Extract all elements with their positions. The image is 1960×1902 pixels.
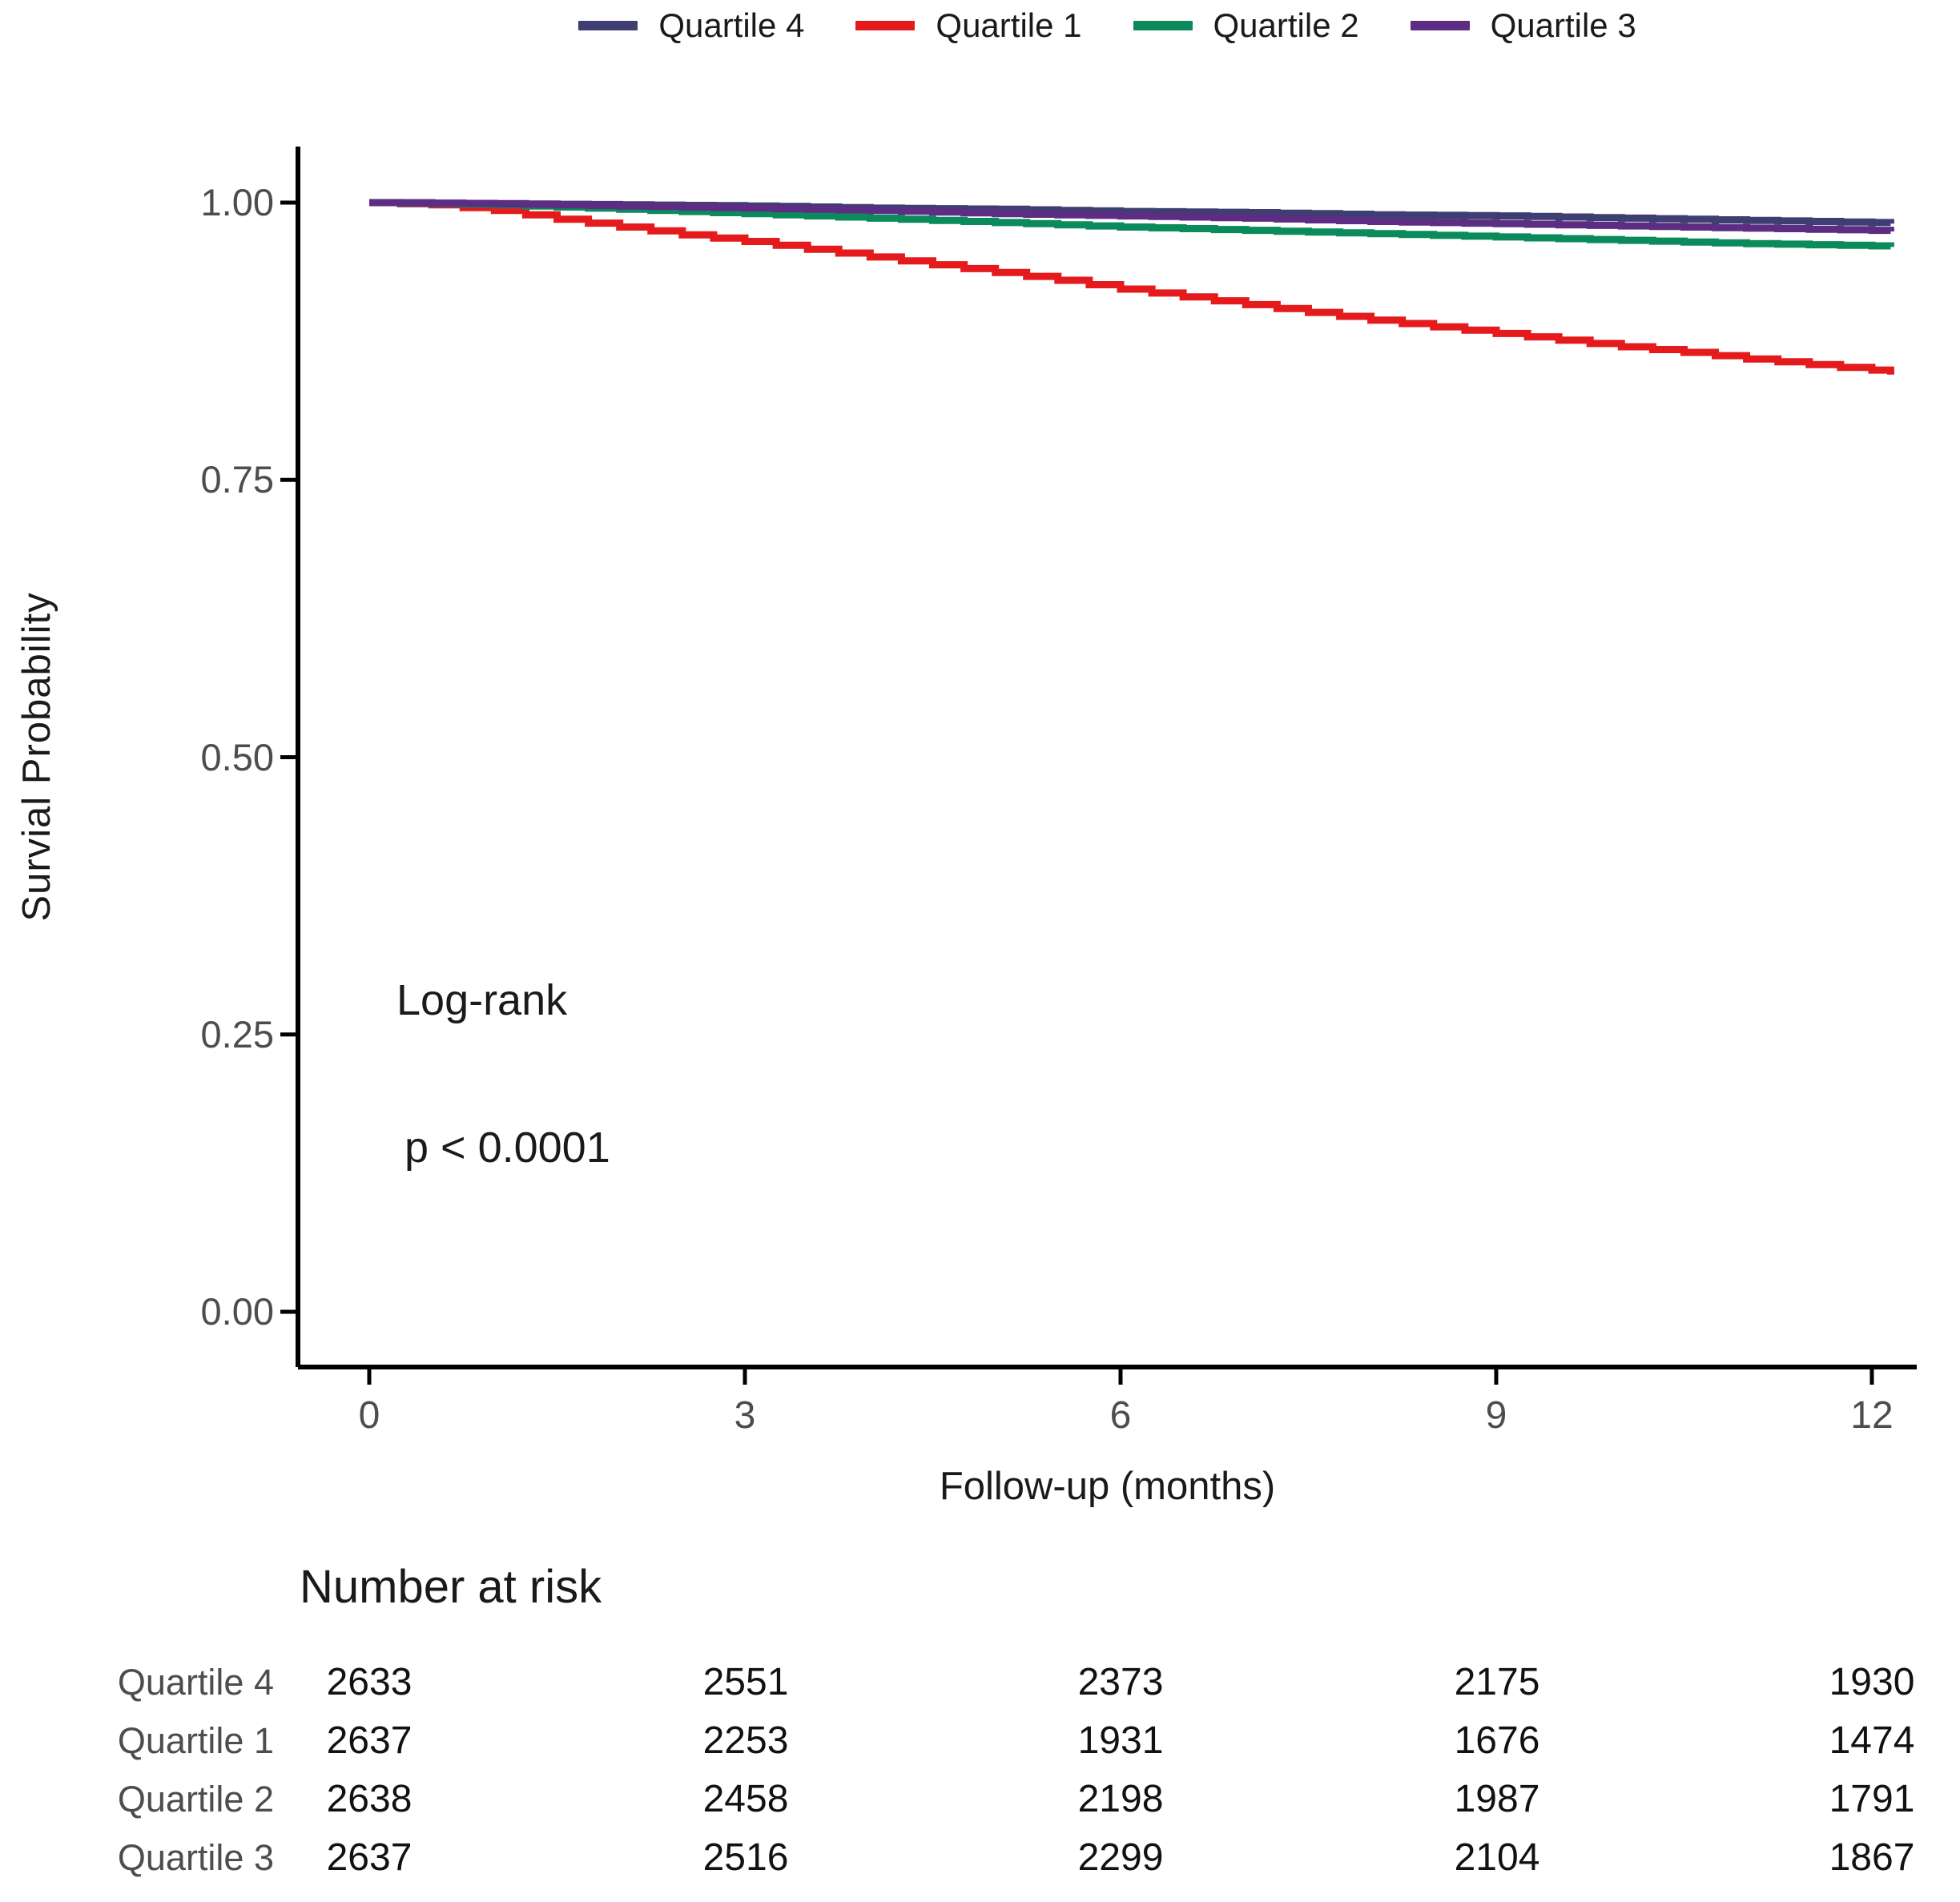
legend-key-line [855, 21, 916, 30]
risk-count-cell: 1931 [1077, 1719, 1164, 1762]
risk-count-cell: 1867 [1829, 1836, 1915, 1879]
risk-count-cell: 2637 [326, 1836, 413, 1879]
risk-count-cell: 1930 [1829, 1661, 1915, 1703]
survival-curve-quartile-1 [369, 199, 1894, 375]
risk-row-label: Quartile 1 [117, 1720, 274, 1761]
risk-count-cell: 2551 [702, 1661, 789, 1703]
y-tick-label: 0.00 [200, 1290, 274, 1333]
risk-count-cell: 2633 [326, 1661, 413, 1703]
y-tick-label: 0.75 [200, 458, 274, 501]
x-tick-label: 0 [358, 1394, 380, 1437]
legend-item: Quartile 4 [578, 6, 804, 45]
risk-row-label: Quartile 2 [117, 1779, 274, 1820]
legend-key-line [1410, 21, 1470, 30]
risk-count-cell: 1987 [1454, 1778, 1540, 1820]
risk-count-cell: 2253 [702, 1719, 789, 1762]
chart-legend: Quartile 4 Quartile 1 Quartile 2 Quartile 3 [298, 6, 1917, 45]
risk-count-cell: 2104 [1454, 1836, 1540, 1879]
pvalue-annotation: p < 0.0001 [404, 1124, 610, 1172]
x-tick-label: 6 [1109, 1394, 1132, 1437]
risk-count-cell: 1791 [1829, 1778, 1915, 1820]
risk-count-cell: 2458 [702, 1778, 789, 1820]
legend-label: Quartile 2 [1213, 6, 1359, 44]
risk-count-cell: 1676 [1454, 1719, 1540, 1762]
legend-key-line [578, 21, 638, 30]
risk-count-cell: 2516 [702, 1836, 789, 1879]
legend-item: Quartile 2 [1133, 6, 1359, 45]
legend-label: Quartile 3 [1490, 6, 1636, 44]
risk-row-label: Quartile 4 [117, 1662, 274, 1703]
risk-count-cell: 2299 [1077, 1836, 1164, 1879]
risk-row-label: Quartile 3 [117, 1837, 274, 1878]
risk-count-cell: 2175 [1454, 1661, 1540, 1703]
x-tick-label: 9 [1485, 1394, 1507, 1437]
x-tick-label: 12 [1850, 1394, 1894, 1437]
y-tick-label: 0.25 [200, 1012, 274, 1056]
risk-table-heading: Number at risk [300, 1561, 602, 1613]
risk-count-cell: 2373 [1077, 1661, 1164, 1703]
legend-label: Quartile 1 [936, 6, 1082, 44]
legend-label: Quartile 4 [658, 6, 805, 44]
logrank-annotation: Log-rank [396, 976, 568, 1024]
survival-curve-quartile-3 [369, 199, 1894, 235]
risk-count-cell: 2198 [1077, 1778, 1164, 1820]
x-tick-label: 3 [734, 1394, 756, 1437]
y-tick-label: 0.50 [200, 735, 274, 778]
risk-count-cell: 2638 [326, 1778, 413, 1820]
legend-key-line [1133, 21, 1193, 30]
y-tick-label: 1.00 [200, 181, 274, 223]
y-axis-title: Survial Probability [15, 592, 58, 922]
x-axis-title: Follow-up (months) [939, 1465, 1276, 1508]
legend-item: Quartile 3 [1410, 6, 1636, 45]
legend-item: Quartile 1 [855, 6, 1082, 45]
risk-count-cell: 1474 [1829, 1719, 1915, 1762]
risk-count-cell: 2637 [326, 1719, 413, 1762]
